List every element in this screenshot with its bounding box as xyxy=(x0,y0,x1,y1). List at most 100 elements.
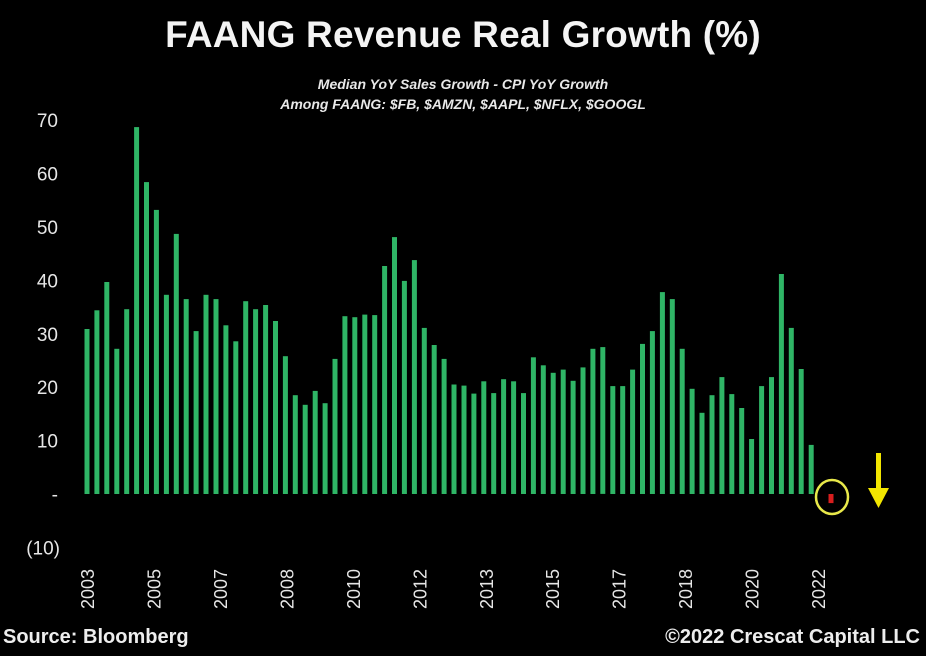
bar xyxy=(808,444,814,494)
bar xyxy=(788,327,794,494)
bar xyxy=(332,358,338,494)
bar xyxy=(114,348,120,494)
bar xyxy=(411,260,417,494)
x-tick-label: 2005 xyxy=(145,569,165,609)
bar xyxy=(580,367,586,494)
bars xyxy=(84,127,834,504)
bar xyxy=(729,394,735,494)
x-tick-label: 2010 xyxy=(344,569,364,609)
bar xyxy=(739,408,745,494)
y-tick-label: (10) xyxy=(26,538,60,559)
bar xyxy=(243,301,249,494)
x-tick-label: 2015 xyxy=(543,569,563,609)
bar xyxy=(610,386,616,494)
bar xyxy=(630,369,636,494)
bar xyxy=(273,321,278,494)
y-tick-label: 60 xyxy=(37,165,58,186)
bar xyxy=(640,343,645,494)
y-tick-label: 70 xyxy=(37,111,58,132)
bar-negative xyxy=(828,494,834,504)
bar xyxy=(213,299,219,494)
x-tick-label: 2012 xyxy=(410,569,430,609)
bar xyxy=(491,393,497,494)
bar xyxy=(263,305,269,494)
y-tick-label: 10 xyxy=(37,432,58,453)
bar xyxy=(362,314,368,494)
bar xyxy=(392,237,397,494)
chart-subtitle-line-2: Among FAANG: $FB, $AMZN, $AAPL, $NFLX, $… xyxy=(280,96,646,112)
bar xyxy=(233,341,239,494)
bar xyxy=(521,393,526,494)
bar xyxy=(769,377,774,494)
bar xyxy=(84,329,90,494)
bar xyxy=(511,381,517,494)
bar xyxy=(530,357,536,494)
bar xyxy=(709,395,715,494)
bar xyxy=(501,379,507,494)
bar xyxy=(104,282,110,494)
bar xyxy=(173,233,179,494)
bar xyxy=(649,331,655,494)
bar xyxy=(94,310,100,494)
bar xyxy=(342,316,348,494)
bar xyxy=(620,386,626,494)
x-tick-label: 2020 xyxy=(743,569,763,609)
bar xyxy=(441,358,447,494)
annotations xyxy=(814,453,889,516)
bar xyxy=(253,309,259,494)
bar xyxy=(471,393,477,494)
bar xyxy=(183,299,189,494)
x-tick-label: 2007 xyxy=(211,569,231,609)
bar xyxy=(719,377,725,494)
bar xyxy=(798,369,804,494)
bar xyxy=(570,380,576,494)
bar xyxy=(689,388,695,494)
y-tick-label: 30 xyxy=(37,325,58,346)
bar xyxy=(282,356,288,494)
chart-title: FAANG Revenue Real Growth (%) xyxy=(165,14,761,55)
bar xyxy=(401,280,407,494)
bar xyxy=(153,209,159,494)
bar xyxy=(223,325,229,494)
circle-highlight-icon xyxy=(814,478,850,516)
y-axis: 70 60 50 40 30 20 10 - (10) xyxy=(26,111,60,559)
chart-subtitle-line-1: Median YoY Sales Growth - CPI YoY Growth xyxy=(317,76,609,92)
bar xyxy=(421,327,427,494)
bar xyxy=(590,348,596,494)
arrow-down-icon xyxy=(868,453,889,508)
x-tick-label: 2008 xyxy=(277,569,297,609)
y-tick-label: 20 xyxy=(37,378,58,399)
bar xyxy=(163,294,169,494)
x-tick-label: 2022 xyxy=(809,569,829,609)
x-tick-label: 2003 xyxy=(78,569,98,609)
x-axis: 2003 2005 2007 2008 2010 2012 2013 2015 2017 2018… xyxy=(78,569,829,609)
bar xyxy=(193,331,199,494)
x-tick-label: 2018 xyxy=(676,569,696,609)
x-tick-label: 2017 xyxy=(610,569,630,609)
bar xyxy=(659,292,665,494)
y-tick-label: - xyxy=(52,485,58,506)
bar xyxy=(124,309,130,494)
bar xyxy=(372,315,378,494)
bar xyxy=(749,439,755,494)
bar xyxy=(699,412,705,494)
bar xyxy=(461,385,467,494)
bar xyxy=(540,365,546,494)
bar xyxy=(778,274,784,494)
bar xyxy=(292,395,298,494)
bar xyxy=(600,347,606,494)
y-tick-label: 50 xyxy=(37,218,58,239)
source-label: Source: Bloomberg xyxy=(3,626,189,648)
bar xyxy=(203,294,209,494)
bar xyxy=(134,127,140,494)
bar xyxy=(481,381,487,494)
copyright-label: ©2022 Crescat Capital LLC xyxy=(665,626,920,648)
bar xyxy=(759,386,765,494)
bar xyxy=(302,404,308,494)
bar xyxy=(560,369,566,494)
bar xyxy=(431,345,437,494)
bar xyxy=(312,390,318,494)
y-tick-label: 40 xyxy=(37,271,58,292)
x-tick-label: 2013 xyxy=(477,569,497,609)
